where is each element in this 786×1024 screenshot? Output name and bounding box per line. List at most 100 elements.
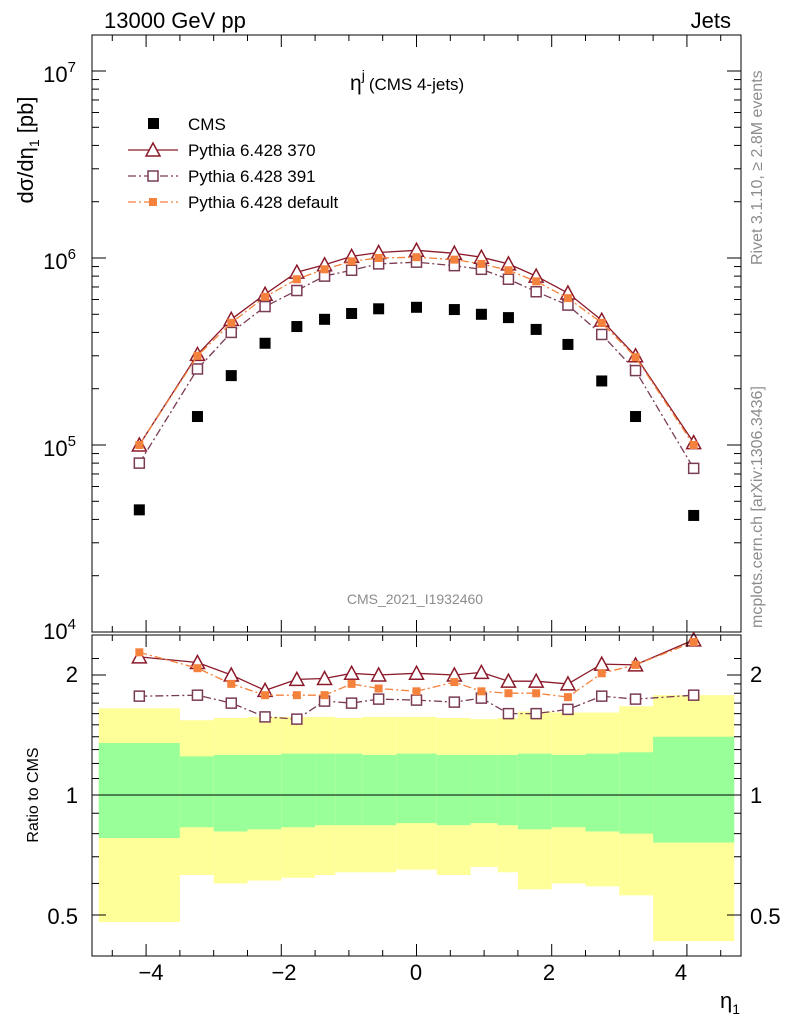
main-point-pythia-6-428-default-10 [477, 259, 486, 268]
ratio-point-pythia-6-428-default-11 [504, 689, 513, 698]
ratio-axis-ticks [92, 635, 741, 956]
main-point-cms-0 [133, 504, 145, 516]
main-point-pythia-6-428-391-0 [133, 457, 146, 469]
main-point-pythia-6-428-391-3 [259, 300, 271, 313]
main-y-tick-labels: 104 105 106 107 [43, 59, 76, 644]
analysis-watermark: CMS_2021_I1932460 [347, 591, 483, 607]
main-point-pythia-6-428-default-8 [412, 253, 421, 262]
main-point-pythia-6-428-391-12 [530, 285, 542, 298]
main-data-layer [131, 241, 702, 521]
ratio-point-pythia-6-428-391-6 [345, 697, 358, 709]
ratio-point-pythia-6-428-370-12 [527, 672, 545, 688]
ratio-band-green-2 [213, 754, 248, 832]
ratio-point-pythia-6-428-391-4 [291, 713, 303, 725]
ratio-point-pythia-6-428-default-2 [227, 679, 236, 688]
ratio-point-pythia-6-428-370-6 [343, 664, 360, 681]
ratio-point-pythia-6-428-default-16 [689, 637, 698, 646]
ratio-band-green-10 [470, 754, 498, 824]
ratio-point-pythia-6-428-391-14 [595, 690, 608, 702]
x-tick-label-2: 2 [543, 960, 555, 985]
main-point-cms-15 [630, 411, 642, 423]
legend-label-cms: CMS [188, 115, 226, 134]
main-line-pythia-6-428-default [138, 256, 695, 446]
ratio-band-green-6 [335, 753, 363, 826]
main-point-cms-11 [502, 312, 514, 324]
main-line-pythia-6-428-391 [138, 261, 695, 469]
ratio-y-tick-label-1: 1 [66, 783, 78, 808]
x-tick-label-minus2: −2 [271, 960, 296, 985]
main-point-cms-5 [319, 313, 331, 325]
y-tick-label-1e4: 104 [43, 616, 76, 644]
main-point-pythia-6-428-391-11 [502, 273, 515, 285]
main-point-pythia-6-428-default-4 [292, 275, 301, 284]
ratio-band-green-7 [362, 754, 397, 826]
ratio-data-layer [131, 631, 702, 725]
ratio-point-pythia-6-428-370-2 [223, 666, 240, 682]
main-point-pythia-6-428-default-2 [227, 318, 236, 327]
legend-label-370: Pythia 6.428 370 [188, 141, 316, 160]
main-point-pythia-6-428-default-11 [504, 266, 513, 275]
ratio-point-pythia-6-428-default-0 [135, 648, 144, 657]
main-point-pythia-6-428-default-3 [261, 292, 270, 301]
ratio-point-pythia-6-428-default-4 [292, 691, 301, 700]
ratio-point-pythia-6-428-default-13 [563, 693, 572, 702]
main-point-pythia-6-428-391-4 [291, 284, 303, 297]
ratio-point-pythia-6-428-default-15 [631, 660, 640, 669]
legend-marker-default [149, 198, 157, 206]
ratio-point-pythia-6-428-default-8 [412, 687, 421, 696]
main-point-pythia-6-428-391-1 [191, 363, 204, 375]
ratio-band-green-12 [517, 753, 552, 830]
main-point-pythia-6-428-391-15 [629, 364, 642, 377]
ratio-point-pythia-6-428-default-12 [532, 689, 541, 698]
ratio-point-pythia-6-428-391-0 [133, 690, 146, 702]
main-panel: 104 105 106 107 dσ/dη1 [pb] ηj (CMS 4-jet… [13, 34, 742, 644]
ratio-point-pythia-6-428-default-6 [347, 679, 356, 688]
ratio-point-pythia-6-428-default-14 [597, 669, 606, 678]
mcplots-label: mcplots.cern.ch [arXiv:1306.3436] [749, 386, 766, 628]
ratio-band-green-8 [396, 753, 437, 824]
ratio-band-green-9 [436, 754, 471, 826]
ratio-y-tick-label-right-0.5: 0.5 [750, 904, 781, 929]
main-point-pythia-6-428-default-1 [193, 351, 202, 360]
main-point-pythia-6-428-default-9 [450, 255, 459, 264]
main-axis-ticks [92, 35, 741, 633]
ratio-line-pythia-6-428-391 [139, 694, 694, 720]
x-axis-label: η1 [720, 988, 740, 1017]
legend-marker-370 [144, 141, 162, 157]
main-point-pythia-6-428-391-2 [225, 326, 238, 339]
ratio-band-green-3 [247, 754, 282, 830]
main-point-pythia-6-428-391-14 [595, 328, 608, 341]
ratio-point-pythia-6-428-391-15 [629, 693, 642, 705]
ratio-band-green-4 [281, 753, 316, 828]
ratio-band-green-15 [619, 752, 654, 834]
main-point-pythia-6-428-default-7 [374, 254, 383, 262]
y-tick-label-1e7: 107 [43, 59, 76, 87]
main-point-pythia-6-428-default-5 [320, 265, 329, 274]
ratio-uncertainty-bands [98, 695, 735, 942]
legend-entry-default: Pythia 6.428 default [128, 193, 339, 212]
ratio-point-pythia-6-428-default-7 [374, 684, 383, 693]
x-tick-label-0: 0 [410, 960, 422, 985]
ratio-point-pythia-6-428-370-8 [408, 664, 425, 681]
chart-title: ηj (CMS 4-jets) [350, 67, 464, 95]
main-point-cms-2 [225, 370, 237, 382]
ratio-point-pythia-6-428-391-13 [562, 703, 574, 716]
ratio-y-tick-label-right-1: 1 [750, 783, 762, 808]
ratio-point-pythia-6-428-default-10 [477, 687, 486, 696]
legend-label-default: Pythia 6.428 default [188, 193, 339, 212]
ratio-band-green-11 [497, 754, 518, 826]
ratio-band-green-13 [551, 754, 586, 828]
ratio-point-pythia-6-428-default-3 [261, 691, 270, 700]
main-point-pythia-6-428-default-12 [532, 277, 541, 286]
main-point-pythia-6-428-default-6 [347, 257, 356, 266]
main-point-cms-16 [688, 509, 700, 521]
ratio-band-green-1 [179, 756, 214, 828]
ratio-band-green-14 [585, 753, 620, 832]
ratio-point-pythia-6-428-default-1 [193, 664, 202, 673]
main-point-cms-8 [411, 301, 422, 313]
main-point-pythia-6-428-default-13 [563, 294, 572, 303]
header-left: 13000 GeV pp [104, 8, 246, 33]
main-point-cms-1 [191, 411, 203, 423]
main-point-cms-4 [291, 321, 303, 333]
